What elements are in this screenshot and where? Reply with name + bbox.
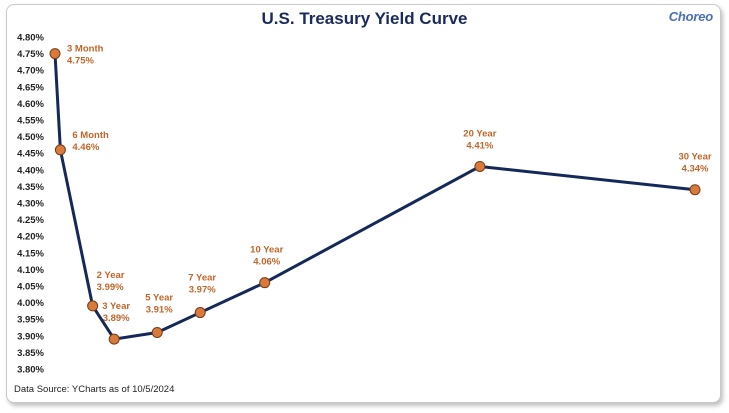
y-tick-label: 4.15%	[17, 248, 44, 259]
data-point-marker	[474, 160, 486, 172]
y-tick-label: 4.45%	[17, 149, 44, 160]
y-tick-label: 4.80%	[17, 33, 44, 44]
data-point-name: 5 Year	[145, 292, 173, 303]
data-point-name: 7 Year	[188, 273, 216, 284]
data-point-value: 4.34%	[682, 164, 709, 175]
y-tick-label: 4.00%	[17, 298, 44, 309]
data-point-value: 4.06%	[253, 257, 280, 268]
data-point-name: 20 Year	[463, 128, 496, 139]
data-point-value: 3.99%	[97, 282, 124, 293]
y-tick-label: 3.85%	[17, 348, 44, 359]
data-source-note: Data Source: YCharts as of 10/5/2024	[14, 384, 175, 395]
y-tick-label: 3.80%	[17, 365, 44, 376]
data-point-name: 30 Year	[678, 152, 711, 163]
y-tick-label: 4.05%	[17, 282, 44, 293]
y-tick-label: 4.65%	[17, 82, 44, 93]
data-point-marker	[194, 307, 206, 319]
data-point-marker	[49, 48, 61, 60]
chart-title: U.S. Treasury Yield Curve	[261, 9, 468, 28]
y-tick-label: 3.95%	[17, 315, 44, 326]
data-point-marker	[87, 300, 99, 312]
y-tick-label: 4.70%	[17, 66, 44, 77]
y-tick-label: 4.75%	[17, 49, 44, 60]
y-tick-label: 4.20%	[17, 232, 44, 243]
data-point-marker	[259, 277, 271, 289]
y-tick-label: 4.30%	[17, 199, 44, 210]
y-tick-label: 4.60%	[17, 99, 44, 110]
y-tick-label: 4.50%	[17, 132, 44, 143]
data-point-marker	[108, 333, 120, 345]
data-point-value: 4.75%	[67, 56, 94, 67]
data-point-name: 3 Year	[102, 301, 130, 312]
data-point-value: 3.89%	[103, 313, 130, 324]
data-point-name: 6 Month	[72, 130, 109, 141]
y-tick-label: 4.35%	[17, 182, 44, 193]
data-point-value: 3.97%	[189, 285, 216, 296]
y-tick-label: 3.90%	[17, 331, 44, 342]
data-point-name: 3 Month	[67, 44, 104, 55]
data-point-name: 2 Year	[97, 270, 125, 281]
data-point-marker	[689, 184, 701, 196]
y-tick-label: 4.40%	[17, 165, 44, 176]
data-point-name: 10 Year	[250, 245, 283, 256]
data-point-marker	[54, 144, 66, 156]
y-tick-label: 4.55%	[17, 116, 44, 127]
data-point-marker	[151, 326, 163, 338]
y-tick-label: 4.10%	[17, 265, 44, 276]
y-tick-label: 4.25%	[17, 215, 44, 226]
brand-logo: Choreo	[668, 9, 714, 24]
data-point-value: 4.41%	[466, 140, 493, 151]
data-point-value: 4.46%	[72, 142, 99, 153]
data-point-value: 3.91%	[146, 304, 173, 315]
